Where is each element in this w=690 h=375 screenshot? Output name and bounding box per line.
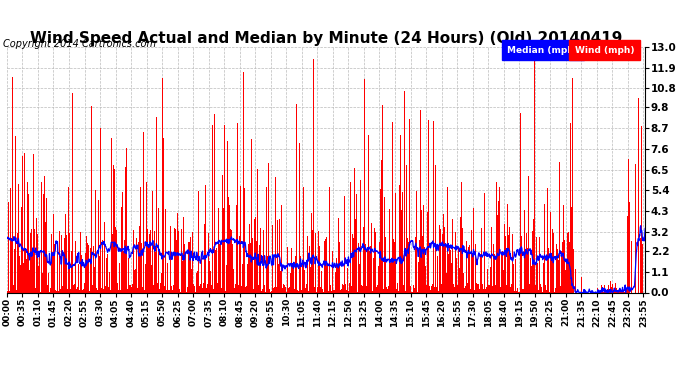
Title: Wind Speed Actual and Median by Minute (24 Hours) (Old) 20140419: Wind Speed Actual and Median by Minute (… <box>30 31 622 46</box>
Text: Wind (mph): Wind (mph) <box>575 46 634 55</box>
Text: Copyright 2014 Cartronics.com: Copyright 2014 Cartronics.com <box>3 39 157 49</box>
Text: Median (mph): Median (mph) <box>507 46 578 55</box>
